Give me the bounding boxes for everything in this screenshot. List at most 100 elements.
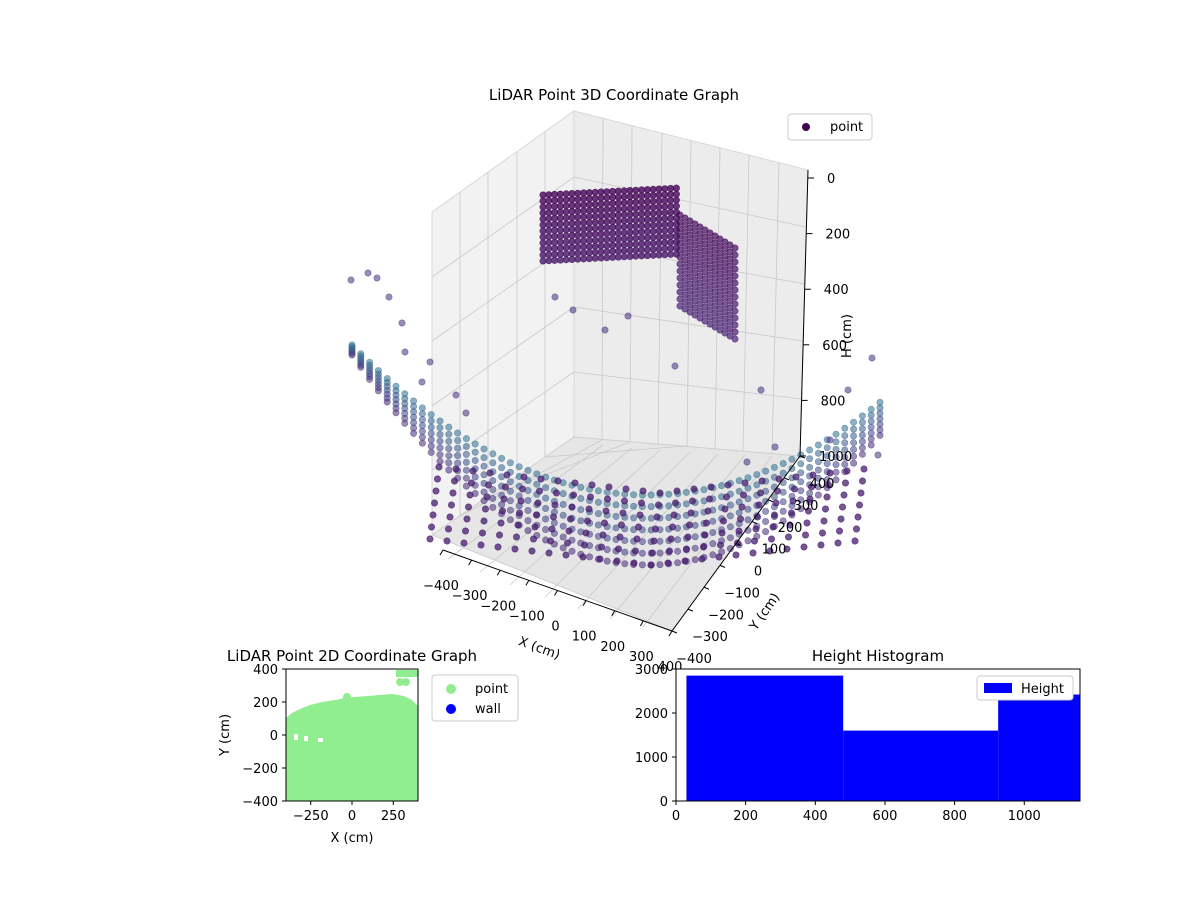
point — [583, 517, 591, 525]
point — [574, 237, 582, 245]
point — [374, 367, 382, 375]
gap — [294, 734, 298, 740]
point — [427, 436, 435, 444]
point — [506, 487, 514, 495]
point — [814, 491, 822, 499]
point — [647, 561, 655, 569]
point — [603, 200, 611, 208]
point — [731, 279, 739, 287]
point — [580, 195, 588, 203]
point — [574, 225, 582, 233]
point — [556, 256, 564, 264]
point — [637, 499, 645, 507]
point — [850, 452, 858, 460]
point — [648, 549, 656, 557]
point — [626, 247, 634, 255]
point — [591, 242, 599, 250]
point — [667, 250, 675, 258]
point — [617, 521, 625, 529]
point — [418, 378, 426, 386]
point — [731, 258, 739, 266]
point — [752, 525, 760, 533]
point — [580, 243, 588, 251]
point — [667, 196, 675, 204]
point — [401, 390, 409, 398]
y-tick-label: 100 — [762, 543, 787, 558]
y-tick-mark — [703, 586, 710, 590]
point — [571, 479, 579, 487]
point — [580, 541, 588, 549]
x-tick-label: 0 — [551, 620, 559, 635]
point — [855, 501, 863, 509]
point — [649, 203, 657, 211]
z-axis-label: H (cm) — [840, 314, 855, 358]
point — [684, 533, 692, 541]
point — [580, 207, 588, 215]
point — [551, 293, 559, 301]
point — [556, 232, 564, 240]
point — [756, 489, 764, 497]
point — [612, 524, 620, 532]
point — [574, 255, 582, 263]
point — [744, 505, 752, 513]
point — [614, 199, 622, 207]
point — [835, 527, 843, 535]
point — [735, 527, 743, 535]
z-tick-label: 400 — [824, 283, 849, 298]
point — [471, 456, 479, 464]
point — [630, 491, 638, 499]
point — [565, 527, 573, 535]
point — [726, 512, 734, 520]
point — [612, 489, 620, 497]
point — [546, 537, 554, 545]
point — [591, 236, 599, 244]
point — [661, 251, 669, 259]
point — [568, 232, 576, 240]
point — [383, 375, 391, 383]
plot-2d-points — [286, 670, 418, 801]
point — [726, 534, 734, 542]
point — [655, 209, 663, 217]
point — [597, 218, 605, 226]
point — [574, 243, 582, 251]
point — [551, 244, 559, 252]
point — [574, 249, 582, 257]
point — [591, 206, 599, 214]
point — [563, 539, 571, 547]
point — [574, 201, 582, 209]
point — [649, 227, 657, 235]
point — [454, 459, 462, 467]
point — [562, 196, 570, 204]
point — [655, 203, 663, 211]
point-region — [286, 694, 418, 801]
point — [614, 229, 622, 237]
point — [649, 191, 657, 199]
point — [524, 527, 532, 535]
z-tick-label: 600 — [822, 339, 847, 354]
point — [650, 537, 658, 545]
point — [638, 246, 646, 254]
point — [535, 487, 543, 495]
point — [568, 238, 576, 246]
y-tick-label: 0 — [270, 729, 278, 744]
point — [626, 217, 634, 225]
y-tick-label: 400 — [810, 477, 835, 492]
point — [632, 192, 640, 200]
point — [655, 245, 663, 253]
point — [609, 223, 617, 231]
point — [806, 463, 814, 471]
point — [667, 232, 675, 240]
point — [731, 321, 739, 329]
point — [494, 543, 502, 551]
point — [433, 475, 441, 483]
point — [638, 222, 646, 230]
point — [638, 204, 646, 212]
point — [850, 425, 858, 433]
point — [814, 449, 822, 457]
point — [789, 497, 797, 505]
y-tick-label: −100 — [724, 586, 760, 601]
point — [549, 513, 557, 521]
point — [436, 451, 444, 459]
point — [667, 220, 675, 228]
point — [480, 471, 488, 479]
